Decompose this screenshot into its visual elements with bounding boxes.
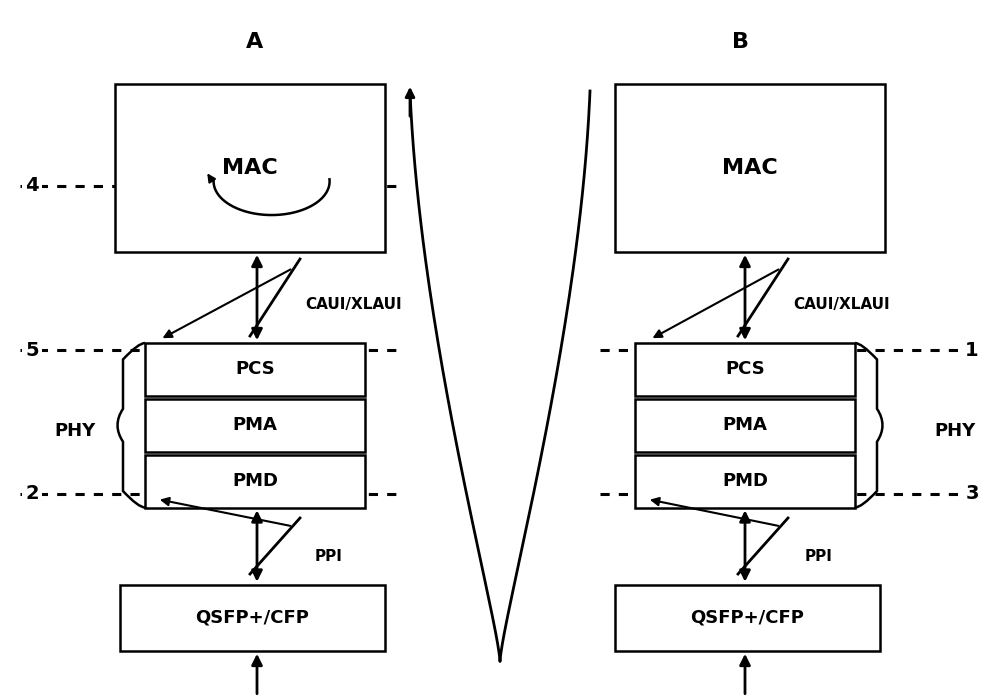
Bar [120,584,385,651]
Bar [635,399,855,452]
Text: PMD: PMD [232,473,278,490]
Text: MAC: MAC [222,158,278,178]
Text: QSFP+/CFP: QSFP+/CFP [196,609,309,626]
Text: 3: 3 [965,484,979,503]
Text: MAC: MAC [722,158,778,178]
Text: PPI: PPI [805,549,833,564]
Text: QSFP+/CFP: QSFP+/CFP [691,609,804,626]
Bar [635,455,855,508]
Text: PHY: PHY [934,421,976,440]
Text: A: A [246,32,264,52]
Text: PHY: PHY [54,421,96,440]
Bar [145,455,365,508]
Bar [115,84,385,252]
Text: CAUI/XLAUI: CAUI/XLAUI [793,297,890,312]
Bar [615,584,880,651]
Text: PCS: PCS [725,360,765,378]
Text: PMA: PMA [233,416,277,434]
Bar [145,399,365,452]
Text: CAUI/XLAUI: CAUI/XLAUI [305,297,402,312]
Bar [635,343,855,396]
Text: 1: 1 [965,340,979,360]
Text: PMA: PMA [723,416,767,434]
Text: PPI: PPI [315,549,343,564]
Bar [145,343,365,396]
Text: B: B [732,32,748,52]
Text: 4: 4 [25,176,39,195]
Text: PMD: PMD [722,473,768,490]
Text: PCS: PCS [235,360,275,378]
Text: 2: 2 [25,484,39,503]
Bar [615,84,885,252]
Text: 5: 5 [25,340,39,360]
